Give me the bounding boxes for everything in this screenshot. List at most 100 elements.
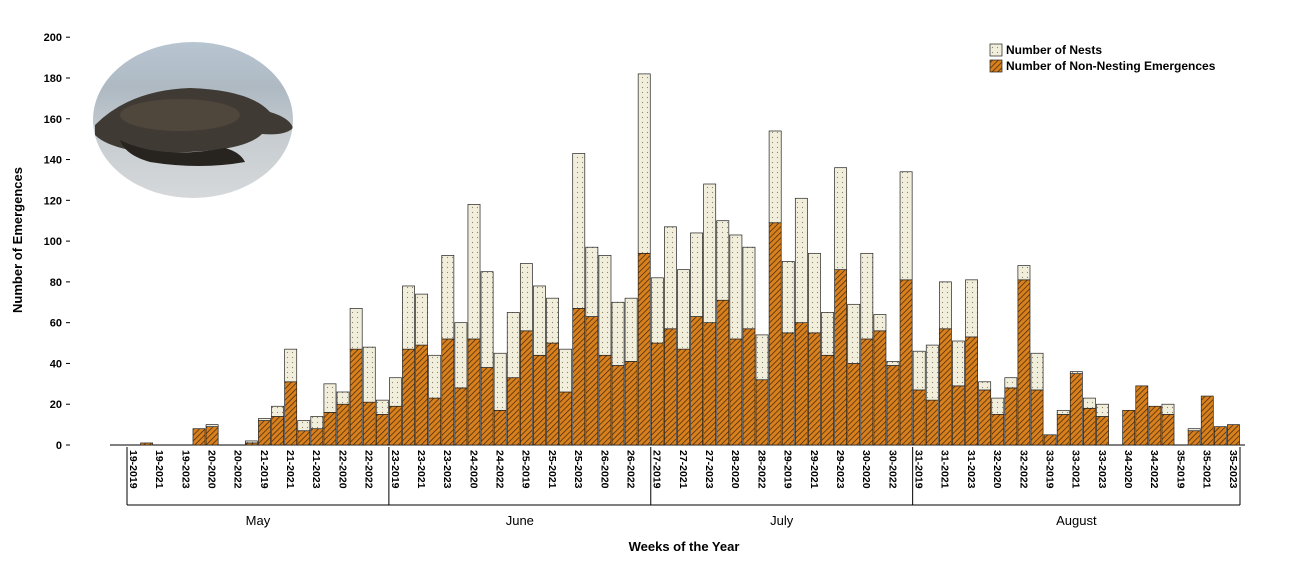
bar-segment — [625, 361, 637, 445]
bar-segment — [402, 349, 414, 445]
bar-segment — [311, 429, 323, 445]
bar-segment — [586, 317, 598, 445]
bar-segment — [1044, 435, 1056, 445]
bar-segment — [1201, 396, 1213, 445]
bar-segment — [1057, 410, 1069, 414]
y-tick-label: 60 — [50, 318, 62, 330]
bar-segment — [389, 378, 401, 407]
group-label: July — [770, 513, 794, 528]
bar-segment — [520, 264, 532, 331]
bar-segment — [442, 255, 454, 339]
bar-segment — [743, 329, 755, 445]
x-tick-label: 24-2020 — [467, 450, 479, 489]
bar-segment — [547, 343, 559, 445]
y-tick-label: 140 — [44, 155, 62, 167]
bar-segment — [363, 347, 375, 402]
y-tick-label: 100 — [44, 236, 62, 248]
bar-segment — [848, 304, 860, 363]
bar-segment — [1031, 390, 1043, 445]
bar-segment — [861, 253, 873, 339]
bar-segment — [913, 390, 925, 445]
x-tick-label: 22-2020 — [336, 450, 348, 489]
x-tick-label: 26-2020 — [598, 450, 610, 489]
bar-segment — [756, 380, 768, 445]
bar-segment — [507, 312, 519, 377]
bar-segment — [717, 221, 729, 301]
bar-segment — [704, 323, 716, 445]
x-tick-label: 35-2023 — [1227, 450, 1239, 489]
chart: Number of Emergences Weeks of the Year 0… — [0, 0, 1293, 557]
bar-segment — [468, 204, 480, 339]
bar-segment — [560, 349, 572, 392]
bar-segment — [547, 298, 559, 343]
bar-segment — [612, 302, 624, 365]
bar-segment — [324, 412, 336, 445]
bar-segment — [769, 131, 781, 223]
bar-segment — [1083, 408, 1095, 445]
x-tick-label: 29-2021 — [808, 450, 820, 489]
bar-segment — [782, 333, 794, 445]
bar-segment — [1018, 266, 1030, 280]
bar-segment — [560, 392, 572, 445]
bar-segment — [455, 323, 467, 388]
group-label: May — [246, 513, 271, 528]
bar-segment — [507, 378, 519, 445]
x-axis-title: Weeks of the Year — [629, 539, 740, 554]
x-tick-label: 19-2019 — [127, 450, 139, 489]
bar-segment — [324, 384, 336, 413]
bar-segment — [1096, 404, 1108, 416]
bar-segment — [350, 349, 362, 445]
bar-segment — [285, 382, 297, 445]
bar-segment — [821, 355, 833, 445]
bar-segment — [389, 406, 401, 445]
bar-segment — [900, 172, 912, 280]
bar-segment — [298, 431, 310, 445]
group-label: August — [1056, 513, 1097, 528]
bar-segment — [651, 278, 663, 343]
x-tick-label: 33-2021 — [1070, 450, 1082, 489]
group-label: June — [506, 513, 534, 528]
bar-segment — [468, 339, 480, 445]
bar-segment — [625, 298, 637, 361]
bar-segment — [272, 406, 284, 416]
bar-segment — [520, 331, 532, 445]
legend-label: Number of Non-Nesting Emergences — [1006, 59, 1216, 73]
x-tick-label: 30-2022 — [886, 450, 898, 489]
x-tick-label: 35-2021 — [1201, 450, 1213, 489]
x-tick-label: 19-2021 — [153, 450, 165, 489]
bar-segment — [481, 368, 493, 445]
bar-segment — [704, 184, 716, 323]
bar-segment — [416, 345, 428, 445]
bar-segment — [272, 416, 284, 445]
bar-segment — [612, 365, 624, 445]
bar-segment — [337, 392, 349, 404]
x-tick-label: 20-2022 — [232, 450, 244, 489]
bar-segment — [900, 280, 912, 445]
bar-segment — [533, 355, 545, 445]
bar-segment — [677, 270, 689, 350]
y-tick-label: 0 — [56, 440, 62, 452]
x-tick-label: 28-2022 — [755, 450, 767, 489]
bar-segment — [573, 153, 585, 308]
bar-segment — [952, 341, 964, 386]
x-tick-label: 33-2023 — [1096, 450, 1108, 489]
bar-segment — [782, 261, 794, 332]
bar-segment — [141, 443, 153, 445]
legend-swatch — [990, 60, 1002, 72]
bar-segment — [677, 349, 689, 445]
bar-segment — [1031, 353, 1043, 390]
y-tick-label: 180 — [44, 73, 62, 85]
bar-segment — [1083, 398, 1095, 408]
y-tick-label: 40 — [50, 358, 62, 370]
bar-segment — [429, 355, 441, 398]
bar-segment — [848, 363, 860, 445]
bar-segment — [835, 270, 847, 445]
bar-segment — [206, 425, 218, 427]
bar-segment — [979, 390, 991, 445]
bar-segment — [455, 388, 467, 445]
bar-segment — [638, 74, 650, 253]
x-tick-label: 23-2019 — [389, 450, 401, 489]
x-tick-label: 27-2023 — [703, 450, 715, 489]
y-axis-title: Number of Emergences — [10, 167, 25, 313]
bar-segment — [193, 429, 205, 445]
